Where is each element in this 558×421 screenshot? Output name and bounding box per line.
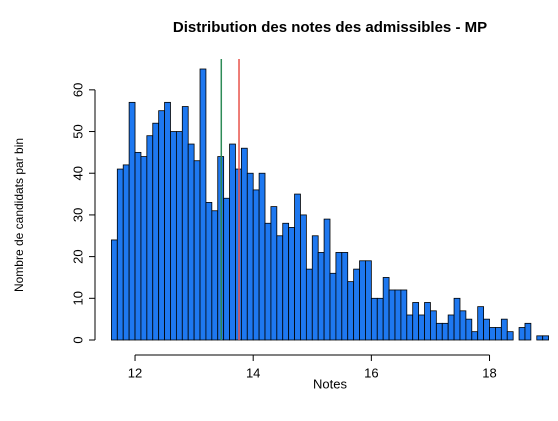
bar [270, 206, 278, 341]
bar [181, 106, 189, 341]
bar [524, 322, 532, 341]
y-tick-label: 60 [70, 83, 85, 97]
bar [435, 322, 443, 341]
bar [276, 235, 284, 341]
bar [453, 297, 461, 341]
y-tick-label: 0 [70, 336, 85, 343]
x-tick-label: 12 [128, 365, 142, 380]
bar [353, 268, 360, 341]
bar [400, 289, 408, 341]
bar [187, 143, 195, 341]
bar [175, 131, 183, 341]
bar [205, 202, 213, 341]
x-tick-label: 18 [482, 365, 496, 380]
bar [335, 252, 343, 341]
bar [170, 131, 177, 341]
bar [394, 289, 402, 341]
bar [258, 172, 266, 341]
bar [323, 218, 331, 341]
bar [140, 156, 148, 341]
bar [199, 68, 207, 341]
bar [406, 314, 414, 341]
bar [365, 260, 372, 341]
bar [294, 193, 301, 341]
bar [211, 210, 219, 341]
bar [317, 252, 325, 341]
y-tick-label: 10 [70, 291, 85, 305]
y-axis-label: Nombre de candidats par bin [12, 138, 26, 292]
bar [471, 331, 479, 341]
bar [146, 135, 154, 341]
bar [359, 260, 366, 341]
bar [459, 310, 467, 341]
bar [116, 168, 124, 341]
bar [412, 302, 420, 341]
bar [305, 268, 313, 341]
bar [424, 302, 431, 341]
bar [483, 318, 490, 341]
bar [223, 197, 230, 341]
y-tick-label: 50 [70, 124, 85, 138]
bar [246, 172, 254, 341]
bar [122, 164, 130, 341]
bar [193, 160, 201, 341]
x-tick-label: 16 [364, 365, 378, 380]
bar [518, 327, 526, 341]
bar [489, 327, 496, 341]
bar [370, 297, 378, 341]
y-tick-label: 20 [70, 249, 85, 263]
bar [441, 322, 449, 341]
x-axis-label: Notes [313, 376, 347, 391]
bar [152, 122, 160, 341]
bar [111, 239, 118, 341]
bar [264, 222, 272, 341]
bar [465, 318, 473, 341]
bar [495, 327, 502, 341]
bar [300, 214, 307, 341]
bar [128, 101, 136, 341]
bar [447, 314, 455, 341]
bar [240, 147, 248, 341]
x-tick-label: 14 [246, 365, 260, 380]
y-tick-label: 30 [70, 208, 85, 222]
chart-title: Distribution des notes des admissibles -… [173, 19, 487, 36]
y-tick-label: 40 [70, 166, 85, 180]
bar [542, 335, 550, 341]
bar [288, 227, 295, 341]
bar [506, 331, 514, 341]
bar [477, 306, 485, 341]
bar [500, 318, 508, 341]
bar [282, 222, 290, 341]
bar [536, 335, 544, 341]
bar [158, 110, 165, 341]
bar [341, 252, 349, 341]
bar [347, 281, 355, 341]
bar [164, 101, 171, 341]
bar [418, 314, 425, 341]
bar [382, 277, 390, 341]
bar [229, 143, 236, 341]
bar [388, 289, 396, 341]
bar [252, 189, 260, 341]
bar [376, 297, 384, 341]
bar [134, 151, 142, 341]
bar [329, 272, 337, 341]
bar [311, 235, 319, 341]
bar [430, 310, 437, 341]
